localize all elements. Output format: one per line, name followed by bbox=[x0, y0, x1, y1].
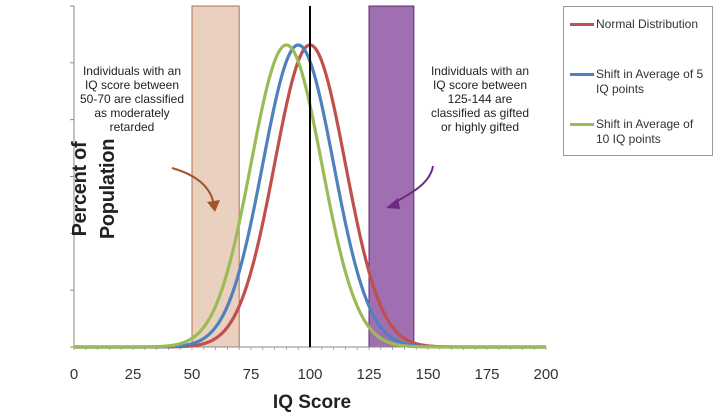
x-tick-label: 0 bbox=[70, 366, 78, 383]
annotation-left: Individuals with an IQ score between 50-… bbox=[79, 64, 185, 134]
arrows-layer bbox=[171, 165, 434, 212]
bands-layer bbox=[191, 5, 415, 348]
legend-swatch bbox=[570, 73, 594, 76]
x-tick-label: 125 bbox=[356, 366, 381, 383]
arrow-left-head bbox=[207, 200, 220, 212]
series-layer bbox=[74, 6, 546, 349]
x-tick-label: 50 bbox=[184, 366, 201, 383]
x-tick-label: 150 bbox=[415, 366, 440, 383]
x-tick-label: 100 bbox=[297, 366, 322, 383]
x-tick-label: 75 bbox=[243, 366, 260, 383]
highlight-band bbox=[368, 5, 415, 348]
legend-label: Normal Distribution bbox=[596, 17, 699, 31]
tick-labels-layer: 0 25 50 75 100 125 150 175 200 bbox=[70, 366, 559, 383]
legend-label: Shift in Average of 10 IQ points bbox=[596, 117, 694, 146]
legend-label: Shift in Average of 5 IQ points bbox=[596, 67, 704, 96]
legend-swatch bbox=[570, 23, 594, 26]
x-tick-label: 175 bbox=[474, 366, 499, 383]
x-tick-label: 25 bbox=[125, 366, 142, 383]
arrow-right-head bbox=[386, 198, 400, 209]
legend-swatch bbox=[570, 123, 594, 126]
highlight-band bbox=[191, 5, 240, 348]
annotation-right: Individuals with an IQ score between 125… bbox=[430, 64, 530, 134]
x-axis-label: IQ Score bbox=[272, 392, 352, 413]
legend: Normal Distribution Shift in Average of … bbox=[563, 6, 713, 156]
x-tick-label: 200 bbox=[533, 366, 558, 383]
